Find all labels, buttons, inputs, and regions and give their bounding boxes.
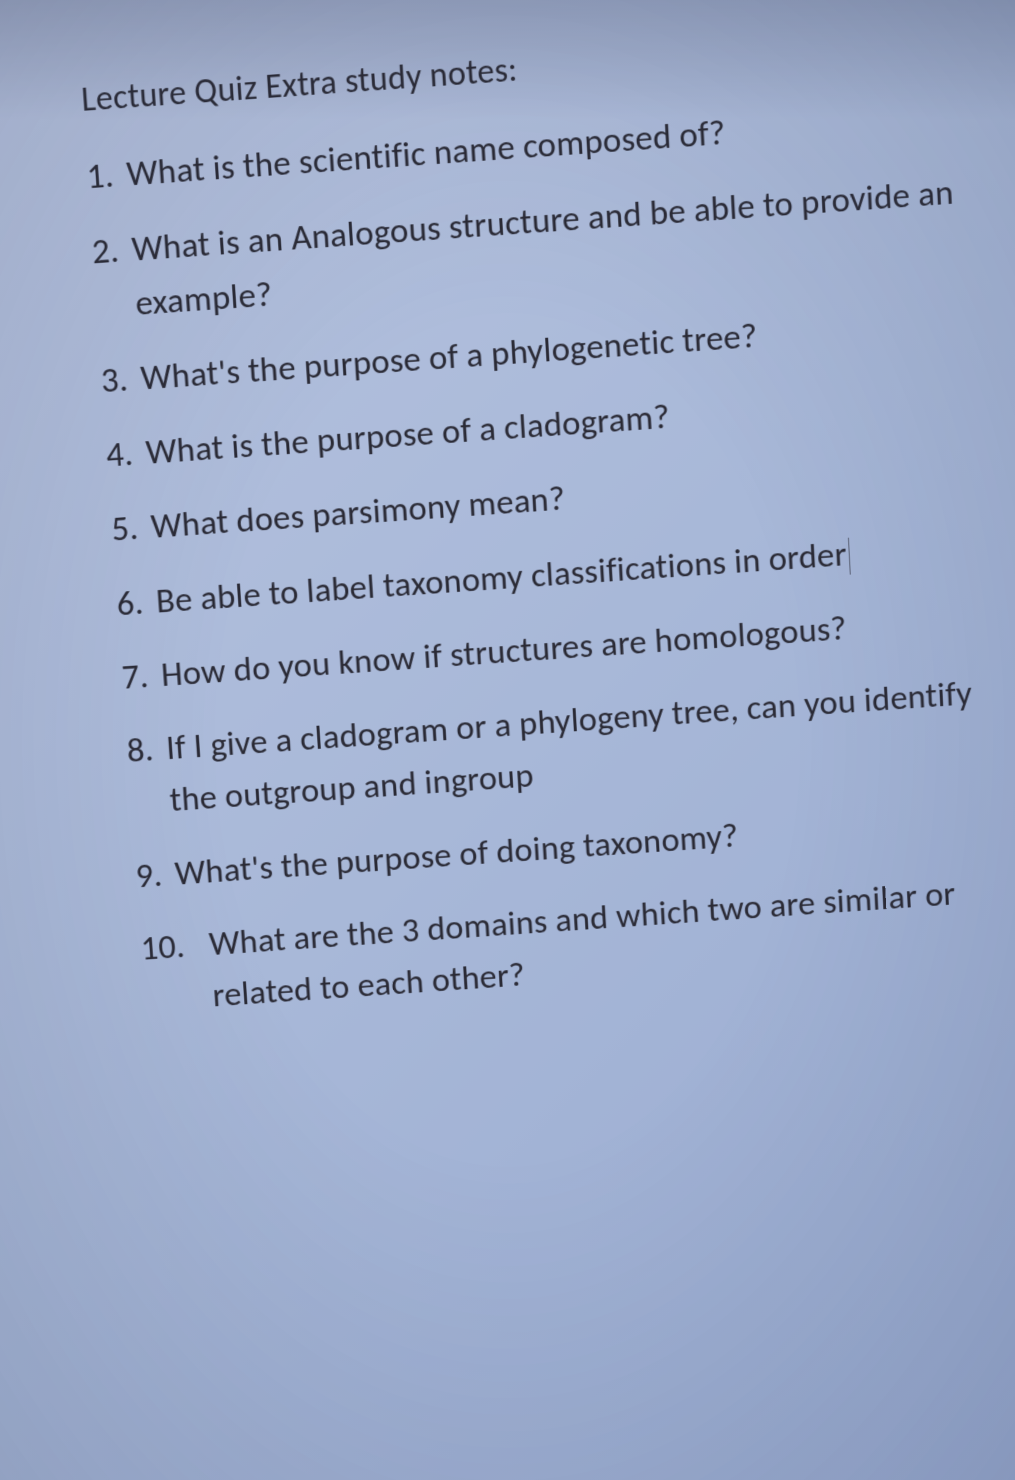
question-text: What does parsimony mean? xyxy=(150,478,567,547)
question-text: If I give a cladogram or a phylogeny tre… xyxy=(165,673,973,821)
question-text: What's the purpose of a phylogenetic tre… xyxy=(139,315,758,399)
question-text: What are the 3 domains and which two are… xyxy=(208,873,957,1015)
document-content: Lecture Quiz Extra study notes: What is … xyxy=(80,19,999,1027)
question-text: What is the purpose of a cladogram? xyxy=(144,396,670,473)
question-text: What's the purpose of doing taxonomy? xyxy=(173,815,739,894)
question-text: What is the scientific name composed of? xyxy=(125,112,726,195)
question-text: What is an Analogous structure and be ab… xyxy=(130,172,954,324)
text-cursor-icon xyxy=(848,538,851,575)
question-list: What is the scientific name composed of?… xyxy=(85,90,999,1027)
